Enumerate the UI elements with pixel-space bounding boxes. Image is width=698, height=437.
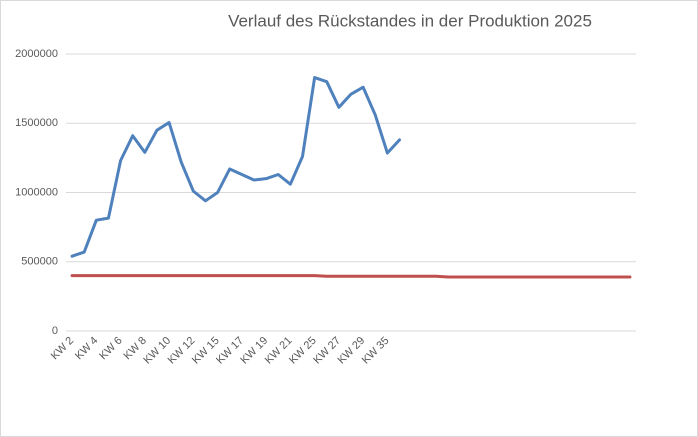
- y-tick-label: 1500000: [15, 117, 58, 129]
- y-tick-label: 2000000: [15, 48, 58, 60]
- y-tick-label: 500000: [21, 256, 58, 268]
- y-tick-label: 1000000: [15, 186, 58, 198]
- y-tick-label: 0: [52, 325, 58, 337]
- chart-title: Verlauf des Rückstandes in der Produktio…: [228, 11, 592, 30]
- line-series: [70, 76, 402, 258]
- line-series: [70, 274, 632, 279]
